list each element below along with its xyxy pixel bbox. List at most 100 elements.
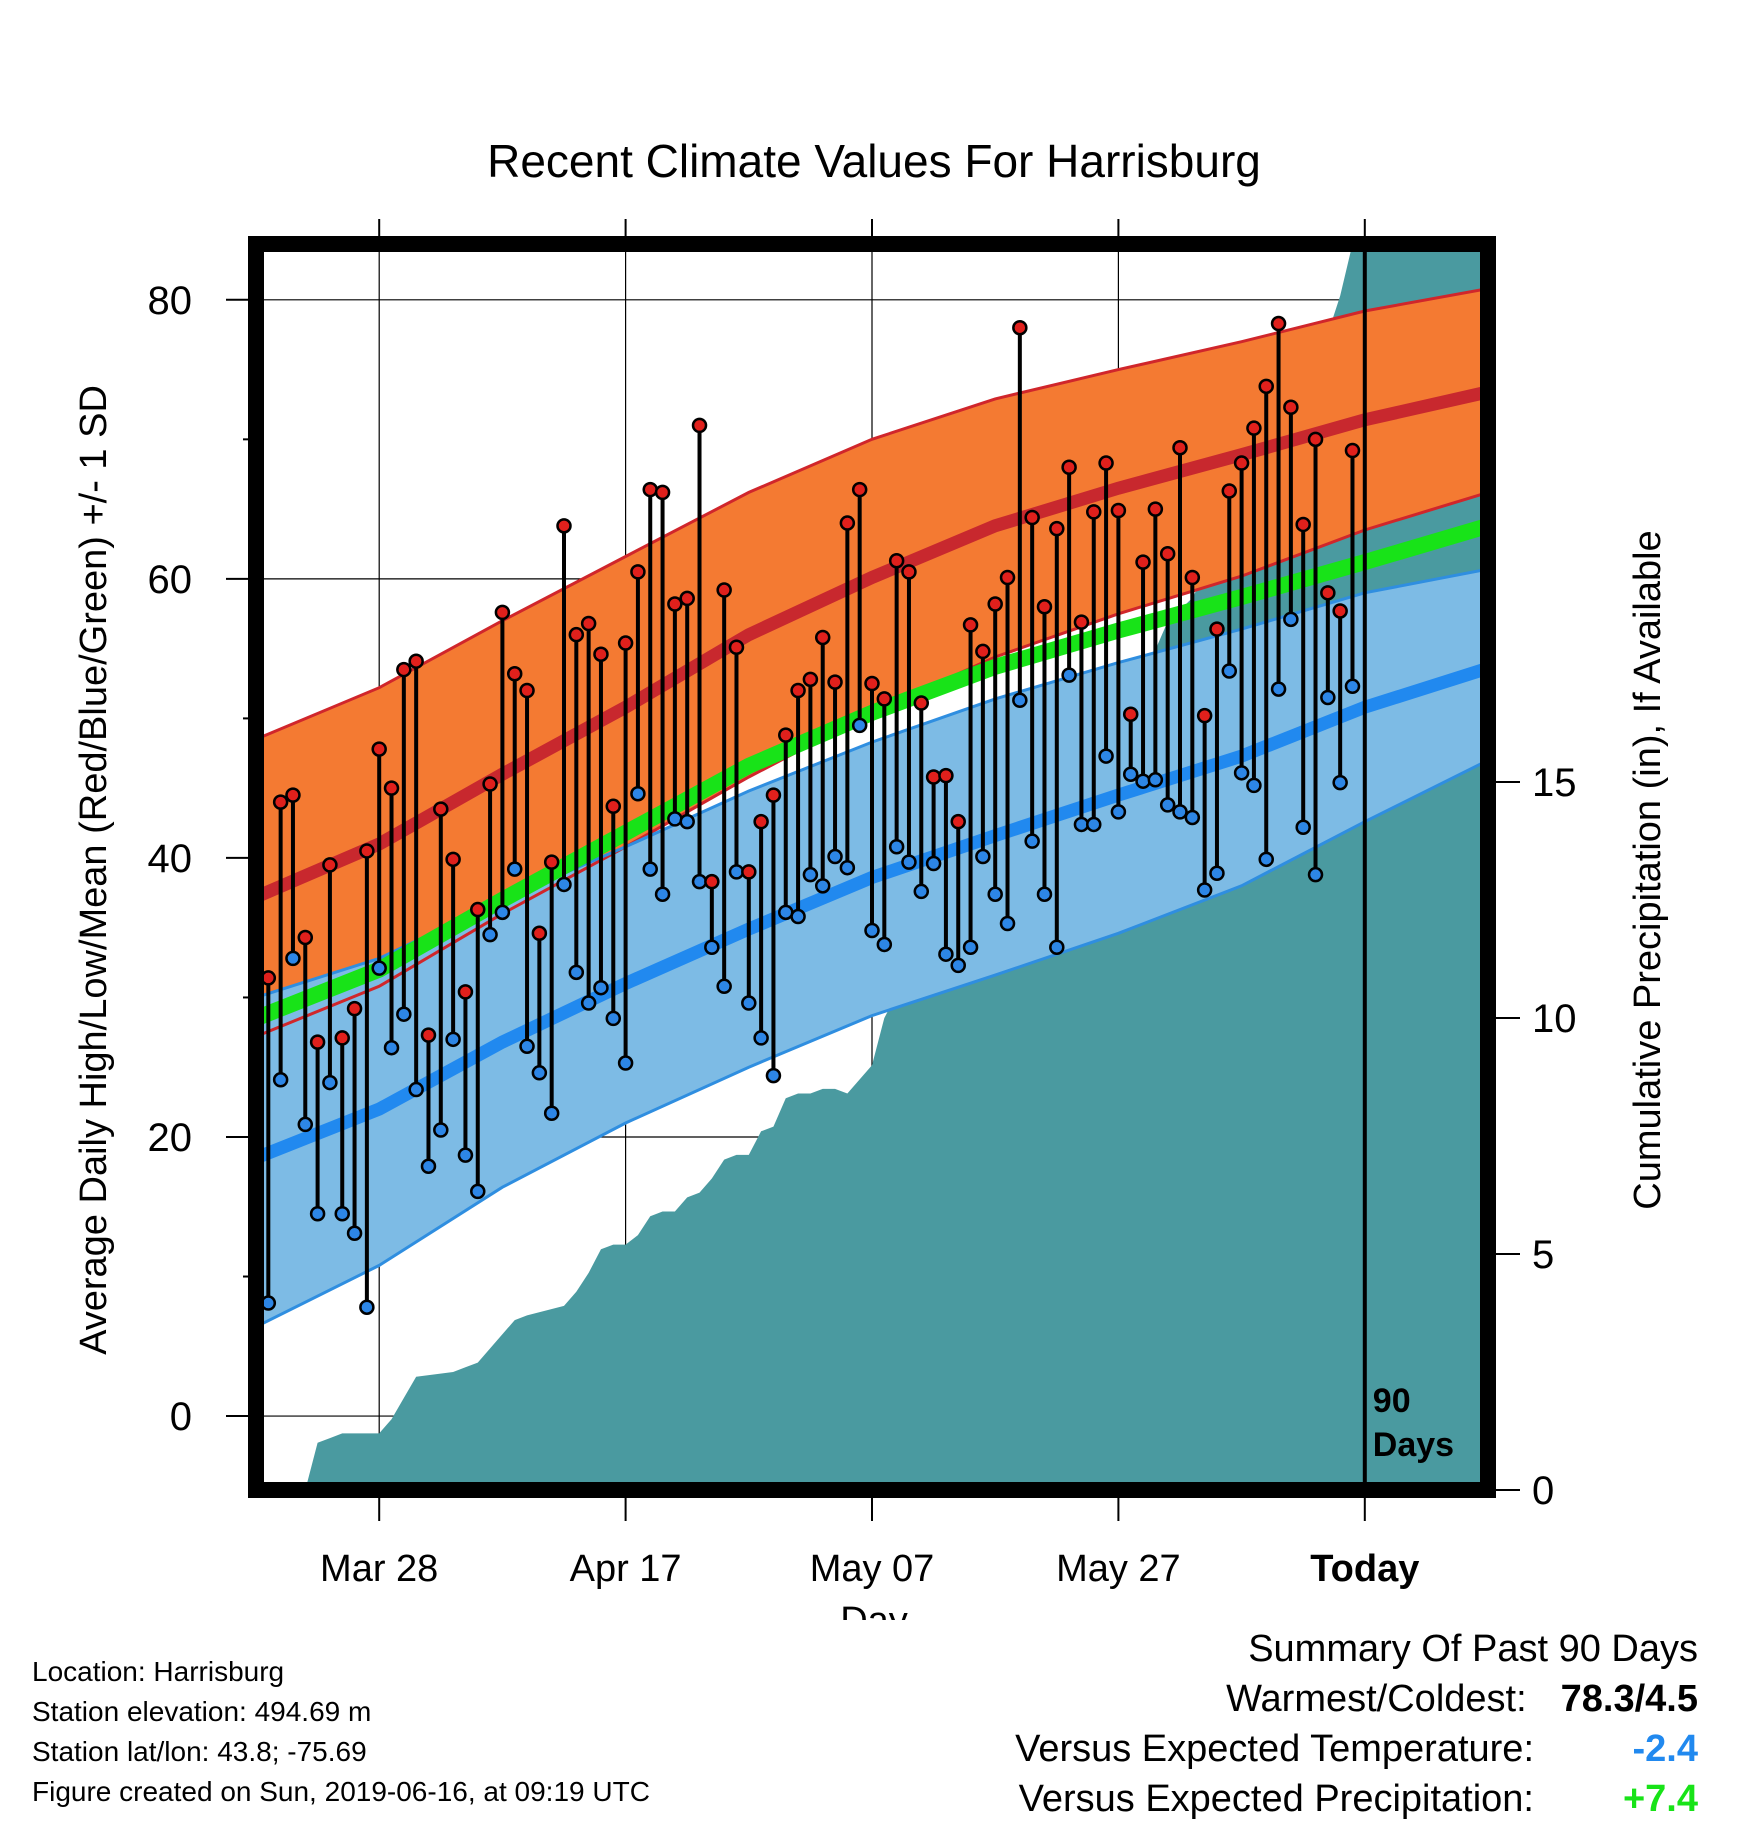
high-temp-point	[1221, 483, 1238, 499]
low-temp-point	[987, 886, 1003, 902]
low-temp-point	[654, 886, 671, 902]
x-tick-label: Today	[1310, 1548, 1419, 1590]
y-tick-label: 80	[148, 279, 193, 323]
low-temp-point	[1061, 667, 1077, 683]
high-temp-point	[346, 1000, 363, 1017]
low-temp-point	[605, 1010, 622, 1027]
x-tick-label: Mar 28	[320, 1548, 438, 1590]
high-temp-point	[802, 671, 819, 688]
high-temp-point	[654, 484, 671, 501]
high-temp-point	[531, 925, 548, 942]
y2-tick-label: 0	[1532, 1469, 1554, 1513]
low-temp-point	[1307, 866, 1324, 883]
y2-tick-label: 5	[1532, 1233, 1554, 1277]
low-temp-point	[1172, 804, 1188, 820]
chart-title: Recent Climate Values For Harrisburg	[487, 135, 1261, 187]
high-temp-point	[359, 843, 375, 859]
high-temp-point	[864, 675, 880, 692]
low-temp-point	[778, 904, 794, 921]
high-temp-point	[1307, 431, 1324, 448]
low-temp-point	[728, 864, 745, 880]
low-temp-point	[531, 1065, 548, 1081]
low-temp-point	[445, 1031, 461, 1048]
low-temp-point	[1196, 882, 1213, 898]
high-temp-point	[309, 1034, 326, 1050]
high-temp-point	[630, 564, 646, 580]
low-temp-point	[519, 1038, 535, 1055]
low-temp-point	[642, 861, 658, 877]
high-temp-point	[1024, 509, 1040, 526]
high-temp-point	[999, 569, 1016, 586]
low-temp-point	[716, 978, 732, 995]
high-temp-point	[876, 691, 893, 707]
low-temp-point	[741, 995, 757, 1011]
high-temp-point	[1283, 399, 1299, 415]
summary-title: Summary Of Past 90 Days	[1248, 1628, 1698, 1670]
low-temp-point	[1246, 777, 1262, 794]
low-temp-point	[580, 995, 597, 1011]
low-temp-point	[1012, 692, 1028, 709]
low-temp-point	[975, 848, 991, 865]
high-temp-point	[297, 929, 314, 946]
today-marker-label-days-word: Days	[1373, 1426, 1454, 1464]
low-temp-point	[864, 922, 880, 939]
low-temp-point	[962, 939, 979, 955]
low-temp-point	[839, 859, 856, 876]
plot-clipped: 90 Days	[256, 244, 1488, 1490]
high-temp-point	[494, 604, 511, 621]
summary-warmest-row: Warmest/Coldest: 78.3/4.5	[1226, 1678, 1698, 1721]
high-temp-point	[1073, 614, 1090, 630]
high-temp-point	[741, 864, 757, 880]
low-temp-point	[470, 1183, 486, 1200]
low-temp-point	[901, 854, 917, 870]
high-temp-point	[765, 787, 782, 803]
high-temp-point	[888, 552, 905, 569]
low-temp-point	[593, 979, 609, 996]
low-temp-point	[704, 939, 720, 955]
y-tick-label: 0	[170, 1395, 192, 1439]
high-temp-point	[519, 682, 535, 699]
low-temp-point	[1147, 772, 1164, 788]
high-temp-point	[322, 857, 338, 873]
high-temp-point	[827, 674, 843, 690]
low-temp-point	[814, 878, 831, 894]
low-temp-point	[556, 876, 572, 893]
low-temp-point	[1283, 611, 1299, 628]
summary-warmest-value: 78.3/4.5	[1560, 1678, 1698, 1720]
high-temp-point	[778, 727, 794, 743]
high-temp-point	[580, 615, 597, 632]
daily-observations	[256, 315, 1361, 1362]
low-temp-point	[1258, 851, 1274, 868]
low-temp-point	[1233, 765, 1250, 781]
high-temp-point	[420, 1027, 437, 1043]
high-temp-point	[728, 639, 745, 655]
high-temp-point	[1049, 520, 1065, 537]
low-temp-point	[667, 811, 683, 827]
low-temp-point	[790, 908, 806, 925]
low-temp-point	[679, 813, 695, 830]
low-temp-point	[285, 950, 301, 967]
high-temp-point	[753, 813, 769, 830]
high-temp-point	[1270, 315, 1287, 332]
high-plus-sd-line	[256, 287, 1488, 741]
footer-location: Location: Harrisburg	[32, 1656, 285, 1687]
low-temp-point	[851, 717, 868, 734]
low-temp-point	[888, 839, 905, 855]
low-temp-point	[1221, 663, 1238, 679]
low-temp-point	[457, 1147, 474, 1163]
low-temp-point	[827, 848, 843, 865]
high-temp-point	[506, 666, 523, 682]
low-minus-sd-line	[256, 758, 1488, 1329]
high-temp-point	[272, 794, 289, 810]
high-temp-point	[371, 741, 387, 757]
high-temp-point	[1012, 319, 1028, 336]
y2-tick-label: 15	[1532, 761, 1577, 805]
x-tick-label: May 07	[810, 1548, 935, 1590]
precipitation-area	[305, 244, 1488, 1490]
high-temp-point	[814, 629, 831, 646]
summary-temp-label: Versus Expected Temperature:	[1015, 1728, 1534, 1770]
high-temp-point	[408, 653, 424, 669]
high-temp-point	[556, 518, 572, 534]
high-temp-point	[1172, 439, 1188, 456]
high-temp-point	[901, 564, 917, 580]
